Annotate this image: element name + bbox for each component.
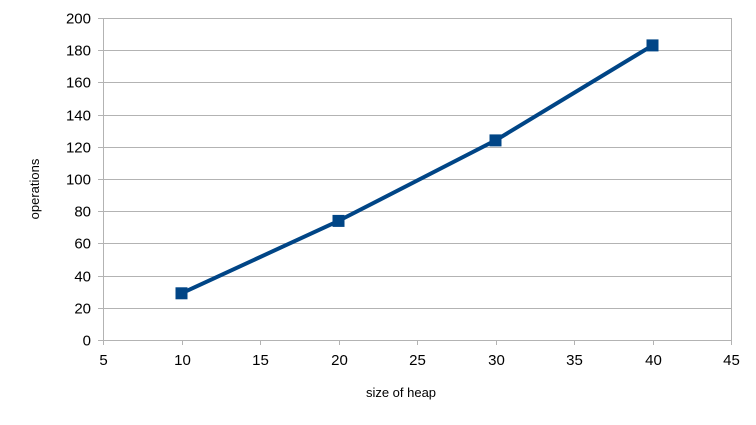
y-tick-labels: 0 20 40 60 80 100 120 140 160 180 200 bbox=[66, 11, 91, 350]
y-tick-label: 0 bbox=[83, 333, 91, 350]
y-tick-label: 120 bbox=[66, 140, 91, 157]
y-tick-label: 80 bbox=[74, 204, 91, 221]
y-tick-label: 60 bbox=[74, 236, 91, 253]
x-tick-label: 20 bbox=[331, 352, 348, 369]
data-point-marker bbox=[332, 214, 345, 227]
x-tick-label: 35 bbox=[566, 352, 583, 369]
x-tick-label: 25 bbox=[409, 352, 426, 369]
y-tick-label: 40 bbox=[74, 269, 91, 286]
data-point-marker bbox=[489, 134, 502, 147]
x-tick-label: 15 bbox=[252, 352, 269, 369]
series-line bbox=[179, 43, 655, 296]
y-tick-label: 180 bbox=[66, 43, 91, 60]
x-tick-label: 10 bbox=[174, 352, 191, 369]
data-point-marker bbox=[646, 39, 659, 52]
x-tick-label: 45 bbox=[723, 352, 740, 369]
y-tick-label: 20 bbox=[74, 301, 91, 318]
x-axis-title: size of heap bbox=[366, 385, 436, 400]
y-tick-label: 100 bbox=[66, 172, 91, 189]
series-layer bbox=[175, 39, 659, 300]
x-tick-label: 30 bbox=[488, 352, 505, 369]
axes bbox=[98, 18, 732, 345]
y-axis-title: operations bbox=[27, 158, 42, 219]
x-tick-label: 40 bbox=[645, 352, 662, 369]
y-tick-label: 200 bbox=[66, 11, 91, 28]
x-tick-labels: 5 10 15 20 25 30 35 40 45 bbox=[99, 352, 740, 369]
data-point-marker bbox=[175, 287, 188, 300]
y-tick-label: 160 bbox=[66, 75, 91, 92]
y-tick-label: 140 bbox=[66, 108, 91, 125]
x-tick-label: 5 bbox=[99, 352, 107, 369]
